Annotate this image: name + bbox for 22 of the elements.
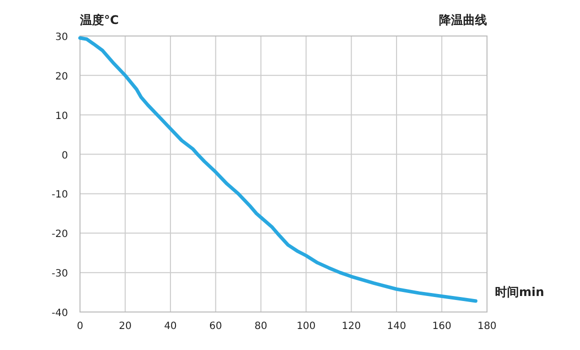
x-tick-label: 120: [342, 321, 361, 332]
x-tick-label: 140: [387, 321, 406, 332]
y-tick-label: 10: [55, 110, 68, 122]
y-tick-label: -40: [52, 308, 68, 319]
x-tick-label: 160: [432, 321, 452, 332]
y-tick-label: -20: [52, 229, 68, 240]
x-tick-label: 100: [296, 321, 316, 332]
y-tick-label: 30: [55, 32, 68, 43]
x-tick-label: 80: [254, 321, 268, 332]
x-tick-label: 0: [76, 321, 84, 332]
y-tick-label: 20: [55, 71, 68, 82]
x-tick-label: 20: [118, 321, 132, 332]
y-tick-label: -30: [52, 268, 68, 280]
y-tick-label: -10: [52, 190, 68, 201]
chart-title: 降温曲线: [439, 13, 487, 27]
x-tick-label: 60: [209, 321, 222, 332]
x-tick-label: 40: [164, 321, 177, 332]
x-axis-title: 时间min: [495, 285, 544, 299]
y-tick-label: 0: [62, 150, 68, 162]
y-axis-title: 温度°C: [79, 13, 119, 27]
x-tick-label: 180: [477, 321, 497, 332]
line-series: [78, 36, 478, 303]
